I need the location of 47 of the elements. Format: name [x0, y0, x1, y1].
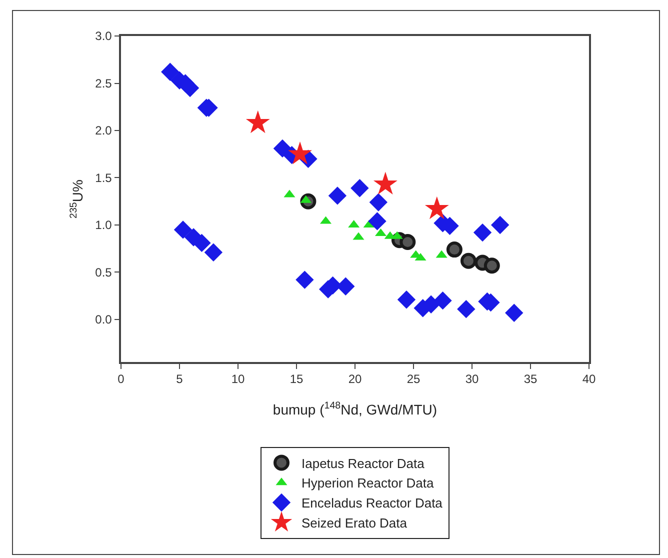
y-tick-label: 3.0: [95, 29, 112, 44]
point: [397, 290, 416, 309]
point: [484, 258, 500, 274]
point: [288, 142, 312, 164]
point: [457, 300, 476, 318]
x-tick-label: 40: [582, 372, 596, 386]
point: [273, 139, 292, 158]
point: [424, 196, 449, 220]
legend-label: Hyperion Reactor Data: [302, 476, 434, 491]
point: [296, 270, 314, 289]
point: [400, 234, 416, 250]
x-axis-title: bumup ($^{148}$Nd, GWd/MTU): [272, 400, 438, 418]
point: [174, 220, 192, 239]
x-tick-label: 0: [118, 372, 125, 386]
point: [246, 110, 270, 134]
x-tick-label: 15: [290, 372, 304, 386]
point: [460, 252, 476, 269]
point: [350, 179, 369, 198]
y-tick-label: 2.5: [95, 76, 112, 90]
point: [328, 186, 347, 205]
x-tick-label: 10: [231, 372, 245, 386]
point: [161, 62, 180, 82]
point: [490, 216, 510, 234]
x-tick-label: 25: [406, 372, 420, 386]
point: [473, 223, 492, 242]
point: [373, 172, 398, 195]
y-tick-label: 1.5: [95, 170, 112, 185]
x-tick-label: 20: [348, 372, 362, 386]
point: [505, 304, 524, 322]
point: [368, 212, 386, 230]
point: [446, 242, 462, 258]
y-tick-label: 2.0: [95, 124, 112, 138]
y-tick-label: 0.5: [95, 265, 112, 280]
x-tick-label: 35: [524, 372, 538, 386]
y-tick-label: 0.0: [95, 312, 112, 327]
point: [336, 277, 355, 296]
x-tick-label: 30: [465, 372, 479, 386]
y-tick-label: 1.0: [95, 218, 112, 232]
point: [180, 78, 200, 98]
point: [192, 234, 211, 252]
x-tick-label: 5: [176, 372, 184, 386]
point: [204, 243, 223, 262]
point: [434, 291, 452, 310]
point: [369, 193, 388, 212]
legend-label: Iapetus Reactor Data: [302, 456, 426, 471]
legend-label: Enceladus Reactor Data: [302, 496, 444, 511]
legend-label: Seized Erato Data: [302, 515, 408, 530]
